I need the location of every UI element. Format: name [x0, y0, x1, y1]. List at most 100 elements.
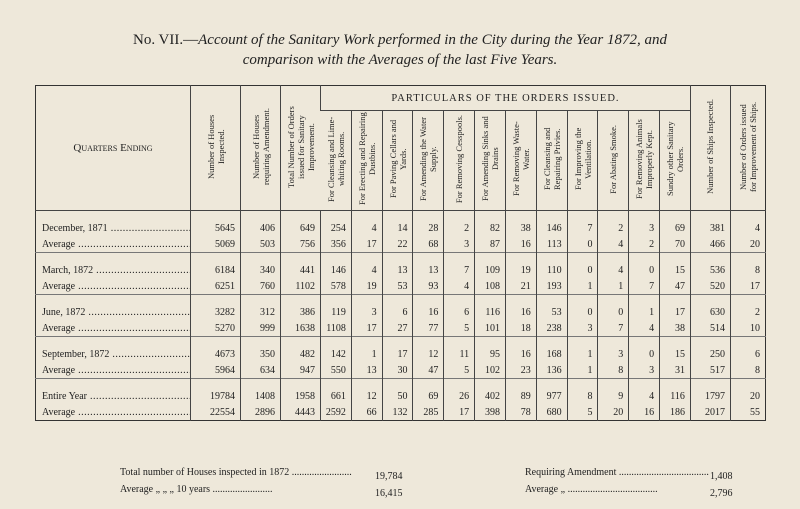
cell: 8: [597, 362, 629, 379]
cell: 12: [350, 378, 383, 404]
cell: 17: [729, 278, 766, 295]
cell: 0: [628, 252, 660, 278]
cell: 15: [659, 336, 691, 362]
column-header: For Removing Animals Improperly Kept.: [628, 110, 660, 211]
footer: Total number of Houses inspected in 1872…: [120, 466, 733, 500]
cell: 11: [443, 336, 475, 362]
cell: 13: [412, 252, 444, 278]
cell: 19: [350, 278, 383, 295]
cell: 4: [597, 252, 629, 278]
footer-value: 2,796: [710, 488, 733, 499]
cell: 10: [729, 320, 766, 337]
cell: 21: [504, 278, 537, 295]
cell: 16: [412, 294, 444, 320]
cell: 0: [597, 294, 629, 320]
cell: 0: [566, 252, 598, 278]
column-header: Total Number of Orders issued for Sanita…: [280, 85, 321, 211]
cell: 6251: [190, 278, 241, 295]
row-label: June, 1872: [35, 294, 191, 320]
cell: 16: [628, 404, 660, 421]
row-label: Average: [36, 278, 191, 295]
column-header-text: For Removing Waste-Water.: [510, 121, 531, 197]
cell: 108: [474, 278, 506, 295]
cell: 16: [504, 336, 537, 362]
column-header-text: For Erecting and Repairing Dustbins.: [356, 112, 377, 206]
cell: 312: [240, 294, 281, 320]
column-header-text: Number of Ships Inspected.: [705, 99, 716, 194]
cell: 7: [566, 210, 598, 236]
cell: 69: [659, 210, 691, 236]
cell: 168: [535, 336, 568, 362]
cell: 53: [535, 294, 568, 320]
cell: 649: [280, 210, 321, 236]
cell: 14: [381, 210, 413, 236]
cell: 2: [443, 210, 475, 236]
column-header-text: For Amending Sinks and Drains: [480, 116, 501, 202]
table-row: Average506950375635617226838716113042704…: [36, 236, 766, 253]
cell: 78: [504, 404, 537, 421]
cell: 19784: [190, 378, 241, 404]
cell: 1638: [280, 320, 321, 337]
cell: 70: [659, 236, 691, 253]
cell: 340: [240, 252, 281, 278]
row-label: December, 1871: [36, 211, 191, 237]
column-header: For Amending Sinks and Drains: [474, 110, 506, 211]
table-row: June, 1872328231238611936166116165300117…: [35, 294, 766, 320]
cell: 550: [320, 362, 352, 379]
cell: 350: [240, 336, 281, 362]
cell: 26: [443, 378, 475, 404]
cell: 4: [628, 320, 660, 337]
column-header: For Removing Waste-Water.: [504, 110, 537, 211]
row-label: Average: [36, 236, 191, 253]
cell: 50: [381, 378, 413, 404]
cell: 15: [659, 252, 691, 278]
title-text: Account of the Sanitary Work performed i…: [198, 32, 667, 48]
column-header-text: For Paving Cellars and Yards.: [387, 119, 408, 199]
cell: 7: [597, 320, 629, 337]
cell: 402: [474, 378, 506, 404]
cell: 285: [412, 404, 444, 421]
column-header-text: For Removing Cesspools.: [454, 114, 465, 204]
cell: 2: [729, 294, 766, 320]
cell: 1958: [280, 378, 321, 404]
cell: 142: [320, 336, 352, 362]
cell: 2017: [689, 404, 731, 421]
column-header: For Erecting and Repairing Dustbins.: [350, 110, 383, 211]
table-head: Quarters Ending Number of Houses Inspecte…: [35, 85, 766, 211]
footer-line: Average „ „ „ 10 years16,415 Average „2,7…: [120, 483, 733, 500]
cell: 503: [240, 236, 281, 253]
header-row: For Cleansing and Lime-whiting Rooms. For…: [36, 110, 766, 211]
cell: 5645: [190, 210, 241, 236]
cell: 87: [474, 236, 506, 253]
cell: 536: [689, 252, 731, 278]
cell: 28: [412, 210, 444, 236]
cell: 1: [566, 278, 598, 295]
cell: 89: [504, 378, 537, 404]
footer-value: 19,784: [375, 471, 403, 482]
footer-value: 16,415: [375, 488, 403, 499]
column-header-text: For Removing Animals Improperly Kept.: [634, 119, 655, 199]
cell: 6: [443, 294, 475, 320]
cell: 17: [350, 236, 383, 253]
cell: 53: [381, 278, 413, 295]
cell: 27: [381, 320, 413, 337]
cell: 4: [350, 210, 383, 236]
table-row: Average625176011025781953934108211931174…: [36, 278, 766, 295]
column-header-text: Total Number of Orders issued for Sanita…: [285, 105, 316, 188]
table-row: Entire Year19784140819586611250692640289…: [35, 378, 766, 404]
cell: 101: [474, 320, 506, 337]
cell: 254: [320, 210, 352, 236]
table-body: December, 187156454066492544142828238146…: [35, 210, 766, 421]
cell: 116: [474, 294, 506, 320]
cell: 18: [504, 320, 537, 337]
column-header: Number of Orders issued for Improvement …: [729, 85, 766, 211]
cell: 3: [443, 236, 475, 253]
cell: 2896: [240, 404, 281, 421]
column-header: For Paving Cellars and Yards.: [381, 110, 413, 211]
cell: 20: [729, 236, 766, 253]
cell: 17: [381, 336, 413, 362]
cell: 977: [535, 378, 568, 404]
column-header: For Removing Cesspools.: [443, 110, 475, 211]
cell: 1: [566, 362, 598, 379]
